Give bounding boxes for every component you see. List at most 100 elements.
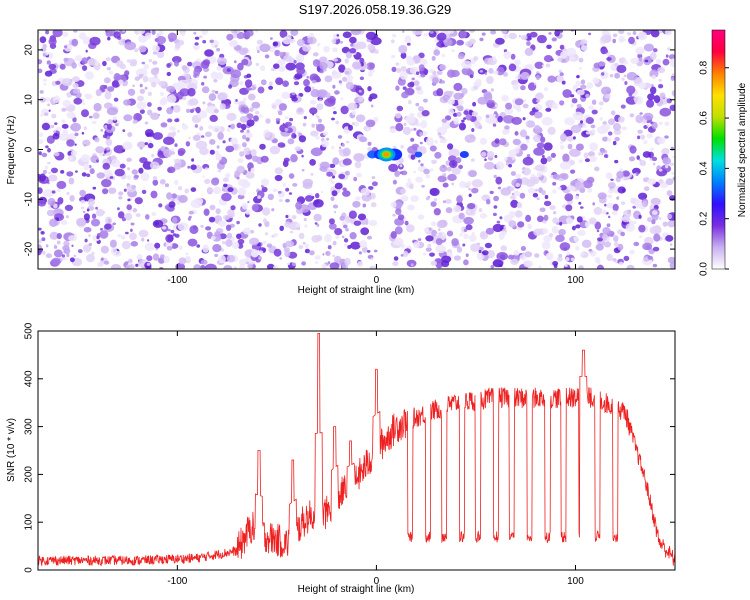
spectrogram-cell [407,204,415,211]
spectrogram-cell [423,252,427,256]
spectrogram-cell [442,182,449,188]
spectrogram-cell [575,224,581,229]
spectrogram-cell [569,56,576,62]
spectrogram-cell [57,197,64,205]
spectrogram-cell [672,155,675,158]
spectrogram-cell [417,238,422,241]
spectrogram-cell [440,80,446,84]
spectrogram-cell [237,238,245,245]
spectrogram-cell [38,199,47,207]
spectrogram-cell [304,243,309,249]
spectrogram-cell [606,253,613,261]
spectrogram-cell [395,208,402,216]
spectrogram-cell [546,44,552,49]
spectrogram-cell [61,119,66,124]
spectrogram-cell [273,248,282,257]
spectrogram-cell [651,121,658,130]
spectrogram-cell [463,228,468,232]
spectrogram-cell [338,173,346,180]
spectrogram-cell [658,78,662,82]
spectrogram-cell [82,65,88,71]
spectrogram-cell [553,211,557,215]
spectrogram-cell [667,220,675,228]
spectrogram-cell [442,173,447,177]
spectrogram-cell [148,58,153,63]
spectrogram-cell [266,243,273,248]
spectrogram-cell [309,250,315,256]
spectrogram-cell [441,255,452,263]
spectrogram-cell [448,108,455,116]
spectrogram-cell [644,59,649,63]
spectrogram-cell [601,209,607,215]
spectrogram-cell [429,168,434,172]
spectrogram-cell [564,193,574,202]
spectrogram-cell [83,163,90,171]
spectrogram-cell [451,182,455,186]
spectrogram-cell [121,217,127,222]
spectrogram-cell [396,68,402,73]
spectrogram-cell [512,83,520,91]
spectrogram-cell [490,265,495,269]
spectrogram-cell [437,32,447,41]
spectrogram-cell [480,151,487,157]
spectrogram-cell [616,171,624,179]
spectrogram-cell [349,36,357,44]
spectrogram-cell [297,107,304,113]
spectrogram-cell [259,114,263,118]
spectrogram-cell [392,213,396,217]
spectrogram-cell [83,213,90,221]
spectrogram-cell [599,71,609,79]
spectrogram-cell [398,44,408,54]
spectrogram-cell [208,188,213,192]
spectrogram-cell [261,80,267,85]
spectrogram-cell [534,82,537,86]
spectrogram-cell [578,67,582,70]
spectrogram-cell [83,144,87,147]
spectrogram-cell [107,86,115,92]
spectrogram-cell [323,46,330,53]
spectrogram-cell [565,47,577,57]
spectrogram-cell [633,220,637,225]
spectrogram-cell [124,70,130,76]
spectrogram-cell [174,118,180,123]
spectrogram-cell [200,259,208,265]
spectrogram-cell [138,45,147,53]
spectrogram-cell [271,208,275,212]
spectrogram-cell [152,253,160,261]
spectrogram-cell [476,115,482,122]
spectrogram-cell [214,253,219,258]
spectrogram-cell [230,69,242,79]
spectrogram-cell [434,198,438,202]
spectrogram-cell [48,171,51,175]
spectrogram-cell [407,178,412,182]
spectrogram-cell [400,170,408,176]
spectrogram-cell [236,220,240,225]
spectrogram-cell [370,202,377,208]
spectrogram-cell [164,183,170,188]
spectrogram-cell [291,262,296,267]
spectrogram-cell [113,145,126,154]
spectrogram-cell [177,222,189,231]
spectrogram-cell [215,208,221,215]
spectrogram-cell [525,179,536,187]
spectrogram-cell [438,228,441,231]
spectrogram-cell [126,184,136,193]
spectrogram-cell [368,219,378,227]
spectrogram-cell [436,88,444,97]
spectrogram-cell [653,48,658,53]
spectrogram-cell [203,208,210,216]
spectrogram-cell [479,137,488,145]
spectrogram-cell [301,154,304,158]
spectrogram-cell [108,70,113,75]
spectrogram-cell [347,245,352,249]
spectrogram-cell [495,37,505,45]
spectrogram-cell [278,199,283,202]
spectrogram-cell [514,59,521,66]
spectrogram-cell [471,187,479,194]
spectrogram-cell [239,151,245,157]
spectrogram-cell [225,224,232,231]
spectrogram-y-axis-title: Frequency (Hz) [6,116,17,185]
spectrogram-cell [171,131,177,136]
spectrogram-cell [81,109,89,118]
